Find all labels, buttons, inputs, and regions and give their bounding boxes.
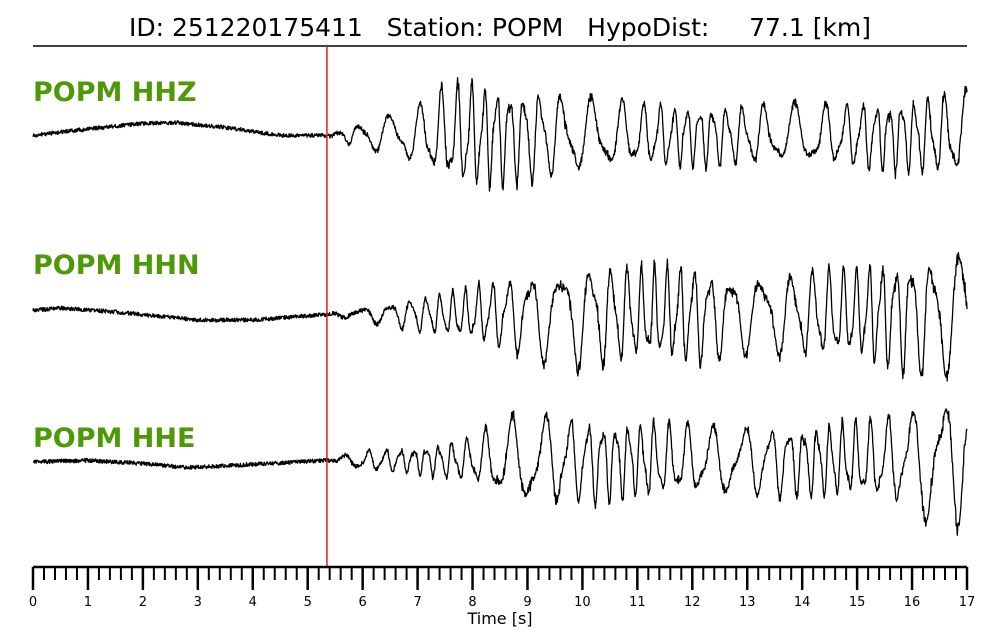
tick-label: 9	[523, 595, 531, 610]
tick-label: 0	[29, 595, 37, 610]
tick-label: 13	[739, 595, 756, 610]
channel-label-hhn: POPM HHN	[33, 250, 200, 281]
tick-label: 10	[574, 595, 591, 610]
tick-label: 5	[304, 595, 312, 610]
waveform-popm-hhz	[32, 76, 968, 192]
tick-label: 14	[794, 595, 811, 610]
tick-label: 4	[249, 595, 257, 610]
chart-title: ID: 251220175411 Station: POPM HypoDist:…	[129, 13, 871, 42]
tick-label: 17	[959, 595, 976, 610]
tick-label: 6	[359, 595, 367, 610]
tick-label: 3	[194, 595, 202, 610]
x-axis-label: Time [s]	[466, 609, 532, 628]
tick-label: 15	[849, 595, 866, 610]
tick-label: 7	[413, 595, 421, 610]
tick-label: 12	[684, 595, 701, 610]
waveform-traces	[32, 76, 968, 536]
axis-ticks	[31, 567, 969, 590]
channel-label-hhe: POPM HHE	[33, 423, 195, 454]
waveform-popm-hhe	[32, 408, 968, 536]
tick-label: 1	[84, 595, 92, 610]
waveform-popm-hhn	[32, 251, 968, 382]
tick-label: 8	[468, 595, 476, 610]
tick-label: 2	[139, 595, 147, 610]
channel-label-hhz: POPM HHZ	[33, 77, 197, 108]
axis-tick-labels: 0 1 2 3 4 5 6 7 8 9 10 11 12 13 14 15 16 17	[29, 595, 975, 610]
tick-label: 11	[629, 595, 646, 610]
tick-label: 16	[904, 595, 921, 610]
time-axis: 0 1 2 3 4 5 6 7 8 9 10 11 12 13 14 15 16 17 Time [s]	[29, 565, 975, 628]
